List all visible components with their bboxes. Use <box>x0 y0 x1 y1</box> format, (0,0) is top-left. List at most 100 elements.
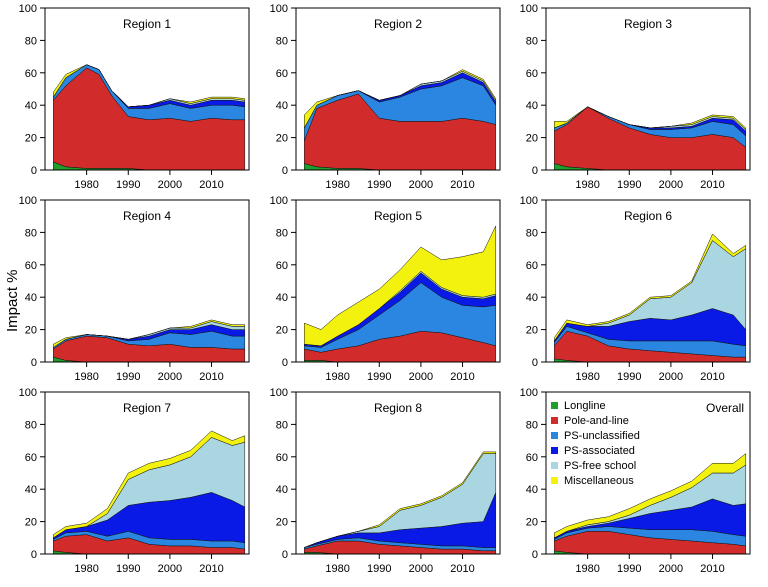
x-tick-label: 1980 <box>325 371 349 383</box>
panel-9: 0 20 40 60 80 100 1980 1990 2000 2010 Overall Longl… <box>520 387 751 575</box>
y-tick-label: 20 <box>526 517 538 529</box>
y-tick-label: 80 <box>276 419 288 431</box>
y-tick-label: 100 <box>19 3 37 15</box>
y-tick-label: 60 <box>25 260 37 272</box>
y-tick-label: 0 <box>31 549 37 561</box>
panel-1: 0 20 40 60 80 100 1980 1990 2000 2010 Region 1 <box>19 3 250 191</box>
plot-frame <box>295 391 501 555</box>
panel-title: Region 3 <box>624 17 672 31</box>
y-tick-label: 0 <box>282 549 288 561</box>
x-tick-label: 2010 <box>199 371 223 383</box>
x-tick-label: 1980 <box>325 563 349 575</box>
panel-title: Region 5 <box>374 209 422 223</box>
y-tick-label: 40 <box>526 100 538 112</box>
y-tick-label: 20 <box>25 517 37 529</box>
legend-label: PS-free school <box>564 460 636 472</box>
y-tick-label: 80 <box>276 227 288 239</box>
plot-frame <box>44 391 250 555</box>
panel-8: 0 20 40 60 80 100 1980 1990 2000 2010 Region 8 <box>270 387 501 575</box>
x-tick-label: 1990 <box>367 371 391 383</box>
y-tick-label: 100 <box>19 195 37 207</box>
legend-label: PS-associated <box>564 445 635 457</box>
y-tick-label: 80 <box>25 35 37 47</box>
plot-frame <box>44 199 250 363</box>
y-tick-label: 40 <box>526 484 538 496</box>
y-tick-label: 0 <box>31 165 37 177</box>
x-tick-label: 1990 <box>617 179 641 191</box>
panel-title: Region 2 <box>374 17 422 31</box>
panel-5: 0 20 40 60 80 100 1980 1990 2000 2010 Region 5 <box>270 195 501 383</box>
plot-frame <box>545 199 751 363</box>
y-tick-label: 60 <box>526 68 538 80</box>
y-tick-label: 60 <box>526 260 538 272</box>
y-tick-label: 40 <box>25 292 37 304</box>
y-tick-label: 40 <box>276 100 288 112</box>
x-tick-label: 1990 <box>116 179 140 191</box>
y-tick-label: 80 <box>25 227 37 239</box>
x-tick-label: 2000 <box>409 563 433 575</box>
x-tick-label: 1980 <box>325 179 349 191</box>
y-tick-label: 80 <box>276 35 288 47</box>
area-miscellaneous <box>53 64 246 108</box>
x-tick-label: 1980 <box>74 371 98 383</box>
x-tick-label: 2010 <box>199 563 223 575</box>
y-tick-label: 20 <box>276 133 288 145</box>
plot-frame <box>545 7 751 171</box>
y-tick-label: 100 <box>270 387 288 399</box>
y-tick-label: 100 <box>270 3 288 15</box>
y-tick-label: 100 <box>520 387 538 399</box>
x-tick-label: 2010 <box>700 179 724 191</box>
x-tick-label: 2000 <box>409 371 433 383</box>
area-miscellaneous <box>554 233 747 342</box>
x-tick-label: 2010 <box>199 179 223 191</box>
panel-6: 0 20 40 60 80 100 1980 1990 2000 2010 Region 6 <box>520 195 751 383</box>
legend-label: PS-unclassified <box>564 430 640 442</box>
y-tick-label: 60 <box>276 68 288 80</box>
area-miscellaneous <box>53 430 246 539</box>
area-miscellaneous <box>304 451 497 548</box>
legend: Longline Pole-and-line PS-unclassified PS-a… <box>551 400 640 487</box>
y-tick-label: 40 <box>25 484 37 496</box>
x-tick-label: 2010 <box>700 563 724 575</box>
y-tick-label: 60 <box>276 260 288 272</box>
panel-title: Region 1 <box>123 17 171 31</box>
panel-title: Region 8 <box>374 401 422 415</box>
plot-frame <box>295 199 501 363</box>
area-miscellaneous <box>554 106 747 131</box>
y-tick-label: 20 <box>276 325 288 337</box>
legend-swatch <box>551 402 558 409</box>
y-tick-label: 0 <box>532 549 538 561</box>
panel-title: Region 4 <box>123 209 171 223</box>
y-tick-label: 100 <box>270 195 288 207</box>
plot-frame <box>545 391 751 555</box>
x-tick-label: 2000 <box>659 179 683 191</box>
panel-2: 0 20 40 60 80 100 1980 1990 2000 2010 Region 2 <box>270 3 501 191</box>
y-tick-label: 20 <box>25 133 37 145</box>
y-tick-label: 20 <box>526 133 538 145</box>
x-tick-label: 1990 <box>617 371 641 383</box>
y-tick-label: 20 <box>25 325 37 337</box>
y-tick-label: 40 <box>276 292 288 304</box>
x-tick-label: 2010 <box>450 371 474 383</box>
legend-label: Miscellaneous <box>564 475 634 487</box>
x-tick-label: 2000 <box>158 179 182 191</box>
x-tick-label: 1980 <box>575 563 599 575</box>
y-tick-label: 20 <box>276 517 288 529</box>
x-tick-label: 1990 <box>116 371 140 383</box>
y-tick-label: 40 <box>25 100 37 112</box>
x-tick-label: 1980 <box>74 563 98 575</box>
y-tick-label: 0 <box>532 165 538 177</box>
legend-label: Longline <box>564 400 606 412</box>
y-tick-label: 60 <box>276 452 288 464</box>
x-tick-label: 1990 <box>367 563 391 575</box>
y-tick-label: 60 <box>526 452 538 464</box>
x-tick-label: 2010 <box>450 563 474 575</box>
legend-swatch <box>551 417 558 424</box>
panel-title: Region 6 <box>624 209 672 223</box>
area-miscellaneous <box>53 319 246 348</box>
x-tick-label: 2000 <box>659 371 683 383</box>
legend-swatch <box>551 432 558 439</box>
x-tick-label: 2000 <box>409 179 433 191</box>
legend-swatch <box>551 447 558 454</box>
